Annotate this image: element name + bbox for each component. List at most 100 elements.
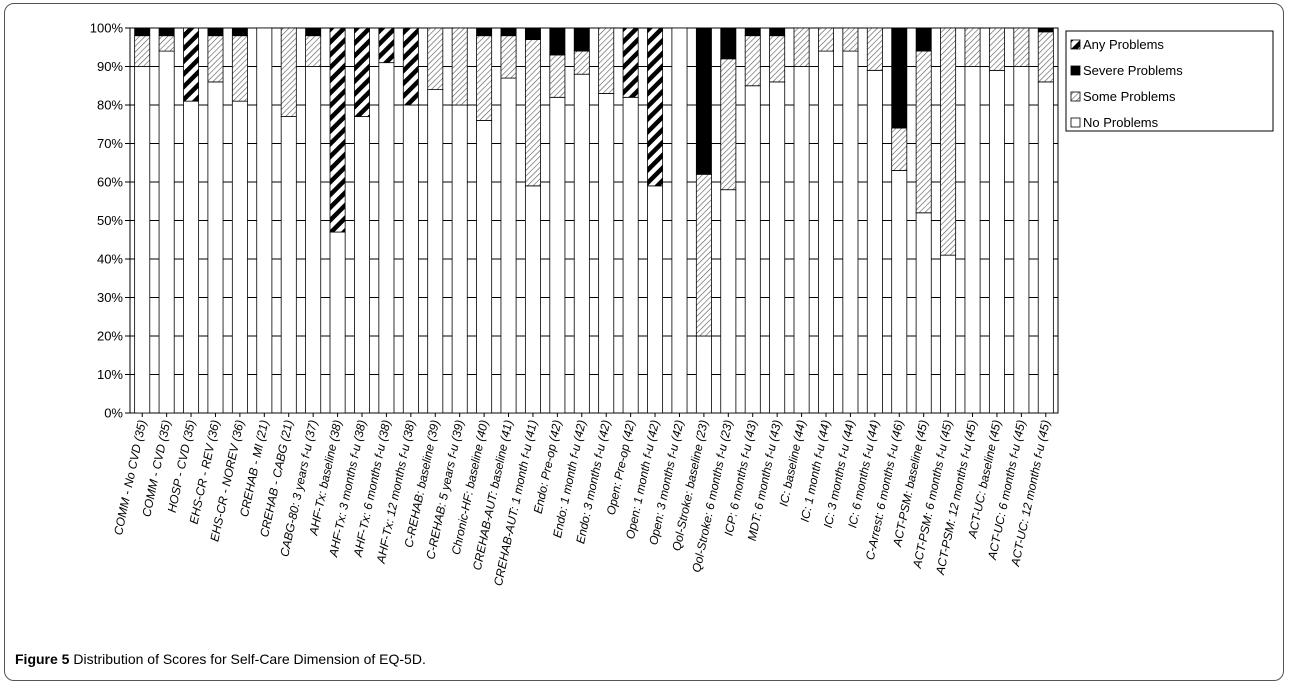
bar-segment: [354, 116, 370, 414]
bar-segment: [305, 35, 322, 67]
bar-segment: [598, 93, 615, 414]
bar-segment: [1037, 81, 1054, 414]
bar-segment: [183, 27, 200, 102]
bar-segment: [1013, 66, 1030, 414]
bar-segment: [622, 96, 639, 414]
legend-swatch: [1070, 39, 1081, 50]
y-tick-label: 80%: [97, 98, 123, 113]
bar-segment: [818, 50, 834, 414]
bar-segment: [647, 27, 664, 187]
legend-swatch: [1070, 117, 1081, 128]
bar-segment: [744, 27, 761, 37]
bar-segment: [647, 185, 664, 414]
bar-segment: [476, 35, 493, 121]
bar-segment: [500, 77, 517, 414]
bar-segment: [549, 27, 566, 56]
legend-box: [1065, 30, 1274, 132]
bar-segment: [500, 27, 517, 37]
bar-segment: [231, 100, 248, 414]
y-tick-label: 60%: [97, 175, 123, 190]
bar-segment: [573, 73, 590, 414]
bar-segment: [915, 27, 932, 52]
bar-segment: [793, 27, 810, 67]
bar-segment: [818, 27, 834, 52]
bar-segment: [427, 89, 444, 414]
bar-segment: [866, 69, 883, 414]
bar-segment: [1037, 31, 1054, 83]
bar-segment: [915, 50, 932, 214]
bar-segment: [207, 27, 224, 37]
x-axis: COMM - No CVD (35)COMM - CVD (35)HOSP - …: [111, 413, 1053, 587]
legend-swatch: [1070, 65, 1081, 76]
bar-segment: [476, 120, 493, 414]
bar-segment: [402, 104, 419, 414]
y-tick-label: 20%: [97, 329, 123, 344]
bar-segment: [671, 27, 688, 414]
bar-segment: [158, 27, 175, 37]
bar-segment: [720, 189, 737, 414]
bar-segment: [744, 85, 761, 414]
bar-segment: [329, 27, 346, 233]
bar-segment: [769, 35, 786, 83]
bar-segment: [378, 27, 395, 64]
y-tick-label: 40%: [97, 252, 123, 267]
bar-segment: [1013, 27, 1030, 67]
bar-segment: [231, 35, 248, 102]
bar-segment: [427, 27, 444, 90]
bars: [134, 27, 1054, 414]
bar-segment: [842, 27, 859, 52]
bar-segment: [305, 27, 322, 37]
legend-label: Some Problems: [1083, 89, 1176, 104]
bar-segment: [134, 66, 151, 414]
figure-title: Distribution of Scores for Self-Care Dim…: [73, 651, 422, 667]
bar-segment: [134, 35, 151, 67]
bar-segment: [720, 27, 737, 60]
y-tick-label: 50%: [97, 213, 123, 228]
y-tick-label: 70%: [97, 136, 123, 151]
bar-segment: [891, 27, 908, 129]
bar-segment: [744, 35, 761, 87]
bar-segment: [988, 27, 1005, 71]
figure-frame: [4, 3, 1284, 681]
y-tick-label: 10%: [97, 367, 123, 382]
bar-segment: [524, 185, 541, 414]
bar-segment: [183, 100, 200, 414]
legend-label: Any Problems: [1083, 37, 1164, 52]
bar-segment: [256, 27, 273, 414]
bar-segment: [598, 27, 615, 94]
bar-segment: [280, 27, 297, 117]
stacked-bar-chart: 0% 10% 20% 30% 40% 50% 60% 70% 80% 90% 100% COMM -…: [90, 21, 1274, 587]
bar-segment: [866, 27, 883, 71]
bar-segment: [769, 27, 786, 37]
legend-swatch: [1070, 91, 1081, 102]
bar-segment: [940, 27, 957, 256]
legend-label: No Problems: [1083, 115, 1159, 130]
bar-segment: [305, 66, 322, 414]
bar-segment: [695, 27, 712, 175]
bar-segment: [207, 35, 224, 83]
bar-segment: [573, 50, 590, 75]
bar-segment: [549, 54, 566, 98]
bar-segment: [793, 66, 810, 414]
bar-segment: [207, 81, 224, 414]
figure-title-end: .: [421, 651, 426, 667]
y-tick-label: 90%: [97, 59, 123, 74]
bar-segment: [476, 27, 493, 37]
bar-segment: [622, 27, 639, 98]
bar-segment: [549, 96, 566, 414]
bar-segment: [378, 62, 395, 414]
bar-segment: [500, 35, 517, 79]
legend: Any Problems Severe Problems Some Problems…: [1065, 30, 1274, 132]
bar-segment: [451, 104, 468, 414]
bar-segment: [695, 173, 712, 337]
figure-label: Figure 5: [15, 651, 70, 667]
bar-segment: [842, 50, 859, 414]
y-tick-label: 100%: [90, 21, 124, 36]
y-tick-label: 0%: [104, 406, 123, 421]
legend-label: Severe Problems: [1083, 63, 1183, 78]
bar-segment: [1037, 27, 1054, 33]
bar-segment: [524, 27, 541, 40]
bar-segment: [524, 39, 541, 187]
bar-segment: [329, 231, 346, 414]
bar-segment: [915, 212, 932, 414]
